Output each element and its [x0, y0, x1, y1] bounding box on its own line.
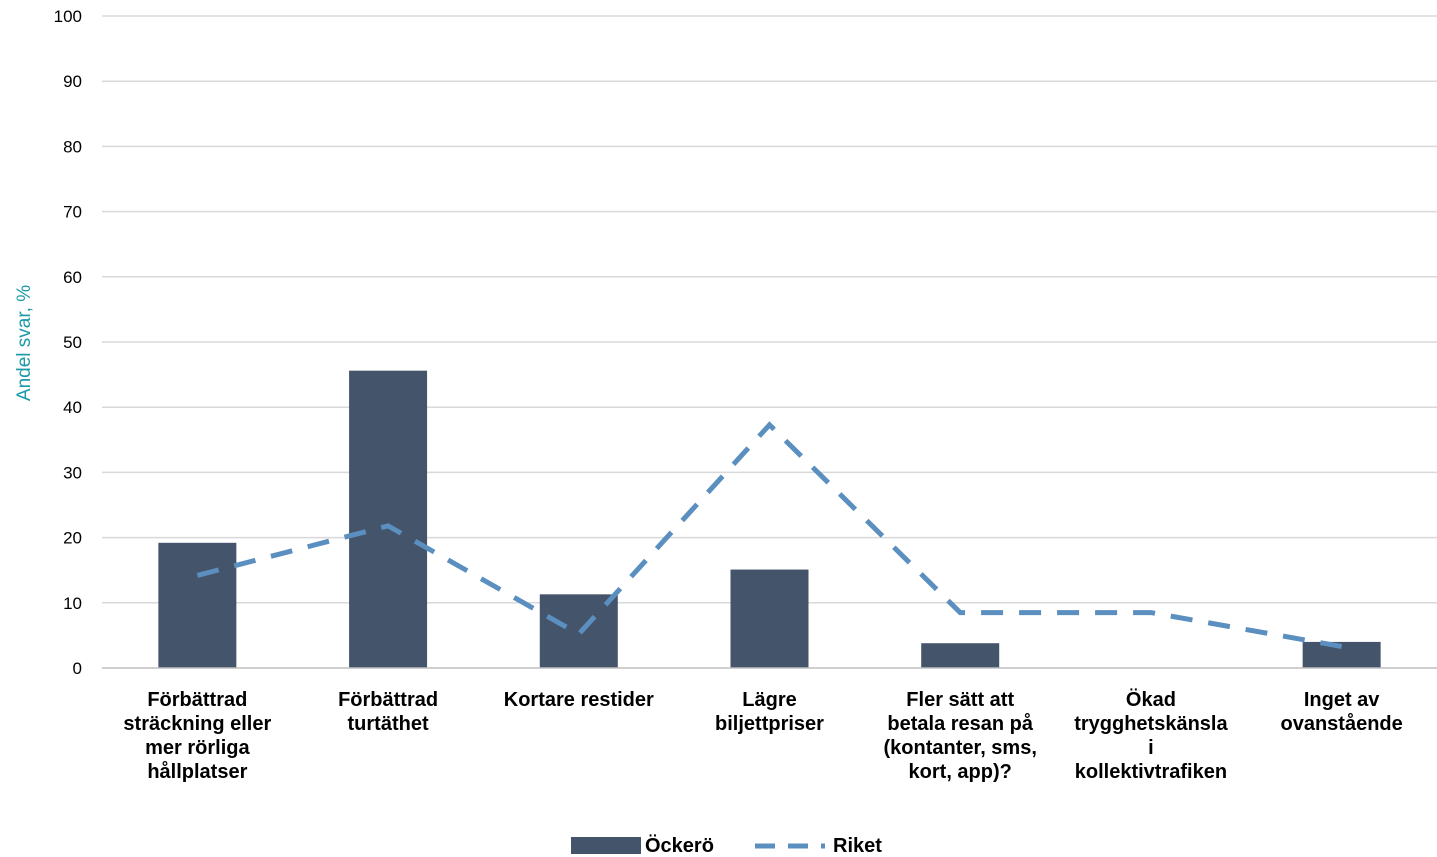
- x-axis-categories: Förbättrad sträckning eller mer rörliga hål…: [123, 688, 1402, 783]
- bar: [158, 542, 237, 668]
- legend-label-ockero: Öckerö: [645, 834, 714, 857]
- y-tick-label: 60: [63, 268, 82, 287]
- bar: [730, 569, 809, 668]
- gridlines: [102, 15, 1437, 604]
- y-tick-label: 10: [63, 594, 82, 613]
- y-tick-label: 20: [63, 529, 82, 548]
- y-tick-label: 40: [63, 398, 82, 417]
- y-tick-label: 30: [63, 463, 82, 482]
- y-tick-label: 100: [54, 7, 82, 26]
- bar: [349, 370, 428, 668]
- x-category-label: Förbättrad sträckning eller mer rörliga hål…: [123, 689, 271, 783]
- y-axis-label: Andel svar, %: [14, 285, 35, 401]
- legend-label-riket: Riket: [833, 835, 882, 857]
- y-tick-label: 90: [63, 72, 82, 91]
- y-tick-label: 0: [73, 659, 82, 678]
- y-tick-label: 70: [63, 203, 82, 222]
- x-category-label: Ökad trygghetskänsla i kollektivtrafiken: [1074, 688, 1228, 783]
- x-category-label: Kortare restider: [504, 689, 654, 711]
- y-tick-label: 50: [63, 333, 82, 352]
- y-tick-label: 80: [63, 137, 82, 156]
- line-series: [196, 421, 1343, 649]
- legend-swatch-ockero: [571, 837, 641, 854]
- bar: [921, 643, 1000, 668]
- x-category-label: Inget av ovanstående: [1281, 689, 1403, 735]
- x-category-label: Lägre biljettpriser: [715, 689, 824, 735]
- bar-series: [158, 370, 1381, 668]
- x-category-label: Fler sätt att betala resan på (kontanter, …: [884, 689, 1037, 783]
- x-category-label: Förbättrad turtäthet: [338, 689, 438, 735]
- legend: Öckerö Riket: [571, 834, 882, 857]
- y-axis-ticks: 0 10 20 30 40 50 60 70 80 90 100: [54, 7, 82, 678]
